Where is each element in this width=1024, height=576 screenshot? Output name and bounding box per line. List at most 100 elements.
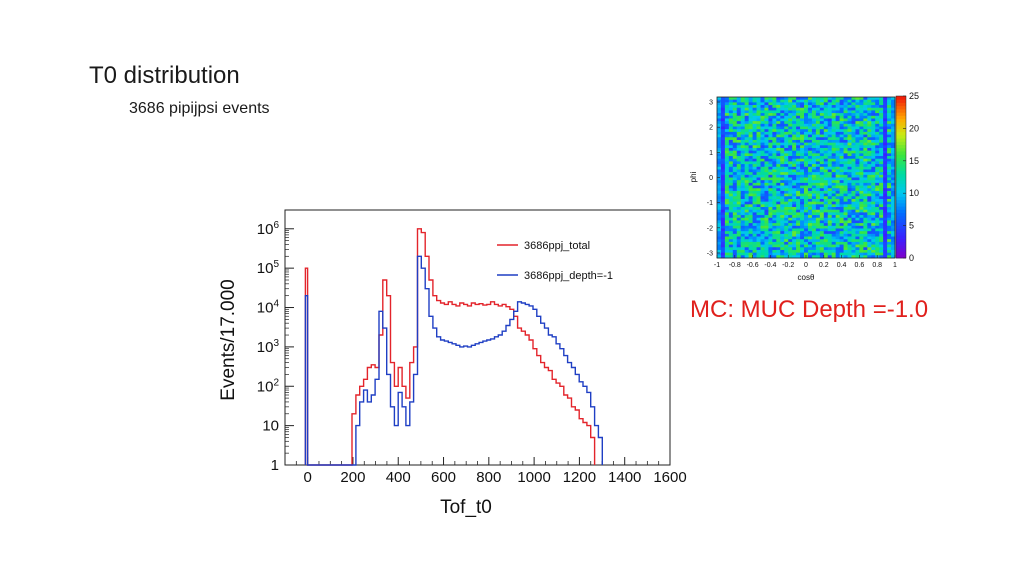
heatmap-cell xyxy=(717,129,722,133)
heatmap-cell xyxy=(772,139,777,144)
heatmap-cell xyxy=(728,115,734,119)
heatmap-cell xyxy=(732,217,738,221)
heatmap-cell xyxy=(819,244,825,248)
heatmap-cell xyxy=(887,193,892,197)
heatmap-cell xyxy=(788,209,793,213)
heatmap-cell xyxy=(811,177,817,181)
heatmap-cell xyxy=(784,145,789,149)
heatmap-cell xyxy=(800,156,805,160)
heatmap-cell xyxy=(796,241,801,245)
heatmap-cell xyxy=(772,145,777,149)
heatmap-cell xyxy=(867,102,872,106)
heatmap-cell xyxy=(851,207,856,211)
mc-depth-annotation: MC: MUC Depth =-1.0 xyxy=(690,296,929,323)
heatmap-cell xyxy=(788,255,793,259)
heatmap-cell xyxy=(740,225,746,229)
heatmap-cell xyxy=(736,233,742,237)
heatmap-cell xyxy=(827,139,833,144)
heatmap-cell xyxy=(728,161,734,165)
heatmap-cell xyxy=(811,137,817,141)
heatmap-cell xyxy=(867,105,872,109)
heatmap-cell xyxy=(855,215,860,219)
heatmap-cell xyxy=(728,164,734,168)
heatmap-cell xyxy=(736,247,742,251)
heatmap-cell xyxy=(851,249,856,254)
heatmap-cell xyxy=(744,137,750,141)
heatmap-cell xyxy=(863,118,868,122)
heatmap-cell xyxy=(815,97,821,101)
heatmap-cell xyxy=(867,247,872,251)
heatmap-cell xyxy=(748,153,753,157)
heatmap-cell xyxy=(752,166,757,170)
heatmap-cell xyxy=(756,193,761,197)
heatmap-cell xyxy=(736,139,742,144)
heatmap-cell xyxy=(760,145,765,149)
heatmap-cell xyxy=(784,196,789,200)
heatmap-cell xyxy=(780,247,785,251)
heatmap-cell xyxy=(887,110,892,114)
heatmap-cell xyxy=(839,185,844,189)
heatmap-cell xyxy=(815,190,821,194)
heatmap-cell xyxy=(891,215,896,219)
heatmap-cell xyxy=(780,177,785,181)
heatmap-cell xyxy=(871,164,876,168)
heatmap-cell xyxy=(863,150,868,154)
heatmap-cell xyxy=(887,236,892,240)
heatmap-cell xyxy=(875,166,880,170)
heatmap-cell xyxy=(807,225,813,229)
heatmap-cell xyxy=(736,177,742,181)
heatmap-cell xyxy=(772,102,777,106)
colorbar-segment xyxy=(896,254,906,259)
heatmap-cell xyxy=(744,97,750,101)
heatmap-cell xyxy=(748,118,753,122)
heatmap-cell xyxy=(815,113,821,117)
heatmap-cell xyxy=(736,225,742,229)
colorbar-segment xyxy=(896,115,906,120)
heatmap-cell xyxy=(744,190,750,194)
heatmap-cell xyxy=(879,220,884,224)
heatmap-cell xyxy=(788,201,793,205)
heatmap-cell xyxy=(776,188,781,192)
heatmap-cell xyxy=(732,161,738,165)
heatmap-cell xyxy=(796,252,801,256)
heatmap-cell xyxy=(752,207,757,211)
heatmap-cell xyxy=(776,217,781,221)
heatmap-cell xyxy=(760,209,765,213)
heatmap-cell xyxy=(875,188,880,192)
heatmap-cell xyxy=(839,231,844,235)
heatmap-cell xyxy=(847,172,852,176)
heatmap-cell xyxy=(879,113,884,117)
heatmap-cell xyxy=(859,115,864,119)
heatmap-cell xyxy=(859,131,864,135)
heatmap-cell xyxy=(744,153,750,157)
heatmap-cell xyxy=(811,225,817,229)
heatmap-cell xyxy=(792,193,797,197)
heatmap-cell xyxy=(796,126,801,130)
heatmap-cell xyxy=(835,247,841,251)
heatmap-cell xyxy=(843,231,848,235)
heatmap-cell xyxy=(855,207,860,211)
heatmap-cell xyxy=(867,209,872,213)
heatmap-cell xyxy=(804,231,809,235)
heatmap-cell xyxy=(855,193,860,197)
heatmap-cell xyxy=(804,158,809,162)
colorbar-segment xyxy=(896,154,906,158)
heatmap-cell xyxy=(871,188,876,192)
heatmap-cell xyxy=(859,166,864,170)
heatmap-cell xyxy=(756,212,761,216)
heatmap-cell xyxy=(788,142,793,146)
heatmap-cell xyxy=(788,118,793,122)
heatmap-cell xyxy=(839,215,844,219)
heatmap-cell xyxy=(768,217,773,221)
heatmap-cell xyxy=(867,252,872,256)
heatmap-cell xyxy=(796,182,801,186)
heatmap-cell xyxy=(843,225,848,229)
heatmap-cell xyxy=(863,252,868,256)
heatmap-cell xyxy=(887,209,892,213)
heatmap-cell xyxy=(768,105,773,109)
heatmap-cell xyxy=(827,177,833,181)
heatmap-cell xyxy=(843,164,848,168)
heatmap-cell xyxy=(776,156,781,160)
heatmap-cell xyxy=(804,99,809,103)
heatmap-cell xyxy=(717,204,722,208)
